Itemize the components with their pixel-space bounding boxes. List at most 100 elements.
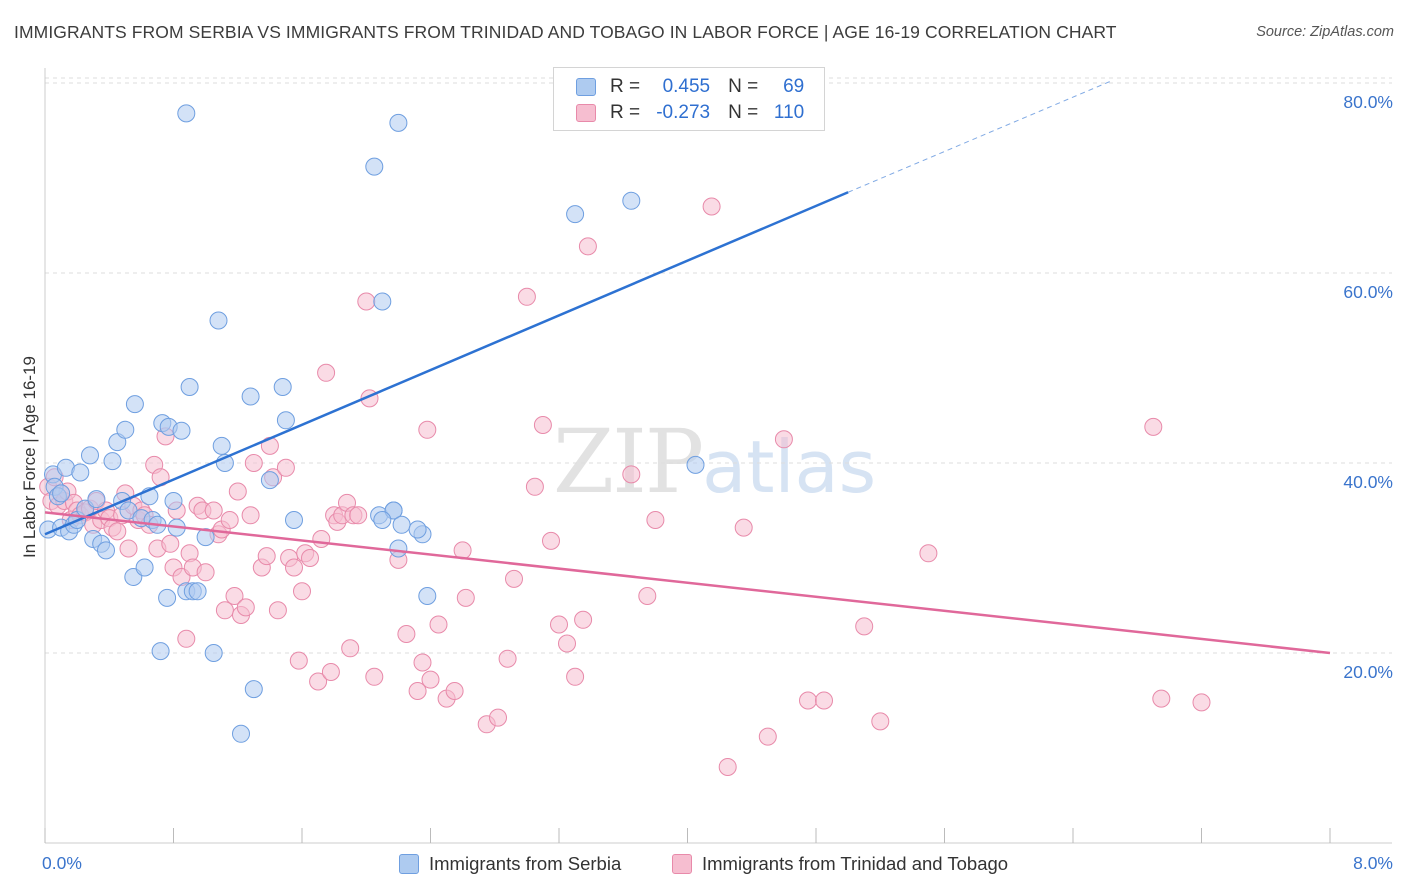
data-point-trinidad [456, 588, 475, 607]
data-point-serbia [81, 446, 99, 465]
data-point-trinidad [734, 518, 753, 537]
data-point-serbia [97, 541, 115, 560]
data-point-trinidad [289, 651, 308, 670]
data-point-trinidad [646, 511, 665, 529]
data-point-trinidad [357, 292, 376, 311]
data-point-trinidad [815, 691, 833, 710]
data-point-trinidad [309, 672, 328, 691]
data-point-trinidad [702, 197, 721, 216]
data-point-serbia [158, 588, 177, 607]
watermark: ZIPatlas [553, 410, 876, 513]
legend-r-label: R = [610, 76, 641, 97]
data-point-serbia [389, 113, 408, 132]
data-point-serbia [232, 724, 250, 743]
data-point-trinidad [321, 663, 340, 681]
data-point-trinidad [558, 634, 576, 653]
data-point-serbia [87, 490, 106, 509]
data-point-trinidad [622, 465, 641, 484]
data-point-serbia [135, 558, 154, 577]
data-point-serbia [164, 492, 183, 510]
data-point-serbia [244, 680, 263, 699]
data-point-serbia [196, 528, 215, 547]
legend-swatch-trinidad [576, 104, 596, 122]
legend-swatch-serbia [576, 78, 596, 96]
data-point-trinidad [225, 587, 244, 605]
data-point-trinidad [550, 615, 568, 634]
trend-line-trinidad [44, 511, 1331, 655]
data-point-trinidad [241, 506, 260, 525]
data-point-trinidad [578, 237, 597, 256]
legend-r-label: R = [610, 102, 641, 123]
data-point-trinidad [498, 649, 517, 668]
data-point-trinidad [349, 506, 368, 525]
data-point-trinidad [408, 682, 427, 700]
data-point-serbia [241, 387, 260, 406]
gridlines [45, 77, 1392, 654]
data-point-serbia [408, 520, 427, 539]
data-point-trinidad [341, 639, 360, 658]
y-axis-label: In Labor Force | Age 16-19 [20, 356, 39, 558]
correlation-legend: R = 0.455 N = 69 R = -0.273 N = 110 [553, 67, 825, 131]
watermark-zip: ZIP [553, 410, 704, 513]
data-point-trinidad [574, 610, 593, 629]
legend-row-serbia: R = 0.455 N = 69 [576, 74, 804, 100]
data-point-trinidad [312, 530, 331, 548]
data-point-serbia [566, 205, 585, 224]
data-point-serbia [392, 515, 411, 534]
data-point-trinidad [108, 522, 127, 541]
data-point-trinidad [421, 670, 440, 689]
data-point-trinidad [542, 531, 560, 550]
data-point-serbia [373, 292, 392, 311]
bottom-legend-label-serbia: Immigrants from Serbia [429, 853, 622, 874]
data-point-trinidad [919, 544, 938, 563]
data-point-trinidad [268, 601, 287, 620]
source-label: Source: ZipAtlas.com [1256, 24, 1394, 40]
trend-lines [44, 79, 1331, 655]
data-point-trinidad [418, 420, 437, 439]
x-tick-label: 8.0% [1353, 853, 1393, 873]
data-point-trinidad [119, 539, 138, 558]
data-point-trinidad [774, 430, 793, 449]
data-point-trinidad [317, 363, 336, 382]
data-point-trinidad [301, 549, 319, 567]
series-trinidad-points [39, 197, 1211, 776]
data-point-trinidad [285, 558, 303, 577]
data-point-trinidad [257, 547, 276, 566]
legend-r-value-serbia: 0.455 [662, 76, 711, 97]
axes [44, 68, 1392, 844]
data-point-serbia [212, 436, 231, 455]
data-point-serbia [151, 642, 170, 661]
data-point-trinidad [525, 477, 544, 496]
data-point-trinidad [1192, 693, 1211, 712]
series-serbia-points [39, 104, 705, 743]
data-point-serbia [273, 378, 292, 396]
data-point-serbia [622, 191, 641, 210]
data-point-serbia [686, 455, 705, 474]
data-point-trinidad [638, 587, 657, 605]
data-point-serbia [188, 582, 207, 601]
data-point-serbia [276, 411, 295, 430]
data-point-serbia [418, 587, 437, 605]
data-point-trinidad [566, 667, 585, 686]
data-point-serbia [373, 511, 392, 529]
data-point-trinidad [276, 458, 295, 477]
tick-labels: 20.0% 40.0% 60.0% 80.0% 0.0% 8.0% [42, 92, 1393, 873]
bottom-legend-trinidad: Immigrants from Trinidad and Tobago [672, 852, 1008, 876]
legend-n-label: N = [728, 76, 759, 97]
bottom-legend-label-trinidad: Immigrants from Trinidad and Tobago [702, 853, 1009, 874]
data-point-serbia [71, 463, 90, 482]
legend-n-value-serbia: 69 [783, 76, 805, 97]
trend-line-serbia-extension [847, 79, 1114, 193]
legend-r-value-trinidad: -0.273 [656, 102, 711, 123]
data-point-trinidad [489, 708, 507, 727]
data-point-trinidad [445, 682, 464, 700]
bottom-legend-serbia: Immigrants from Serbia [399, 852, 621, 876]
data-point-trinidad [397, 625, 416, 643]
data-point-serbia [204, 644, 223, 662]
data-point-serbia [125, 395, 144, 414]
data-point-trinidad [1144, 417, 1163, 436]
legend-row-trinidad: R = -0.273 N = 110 [576, 100, 804, 126]
data-point-serbia [389, 539, 408, 558]
data-point-serbia [209, 311, 228, 330]
